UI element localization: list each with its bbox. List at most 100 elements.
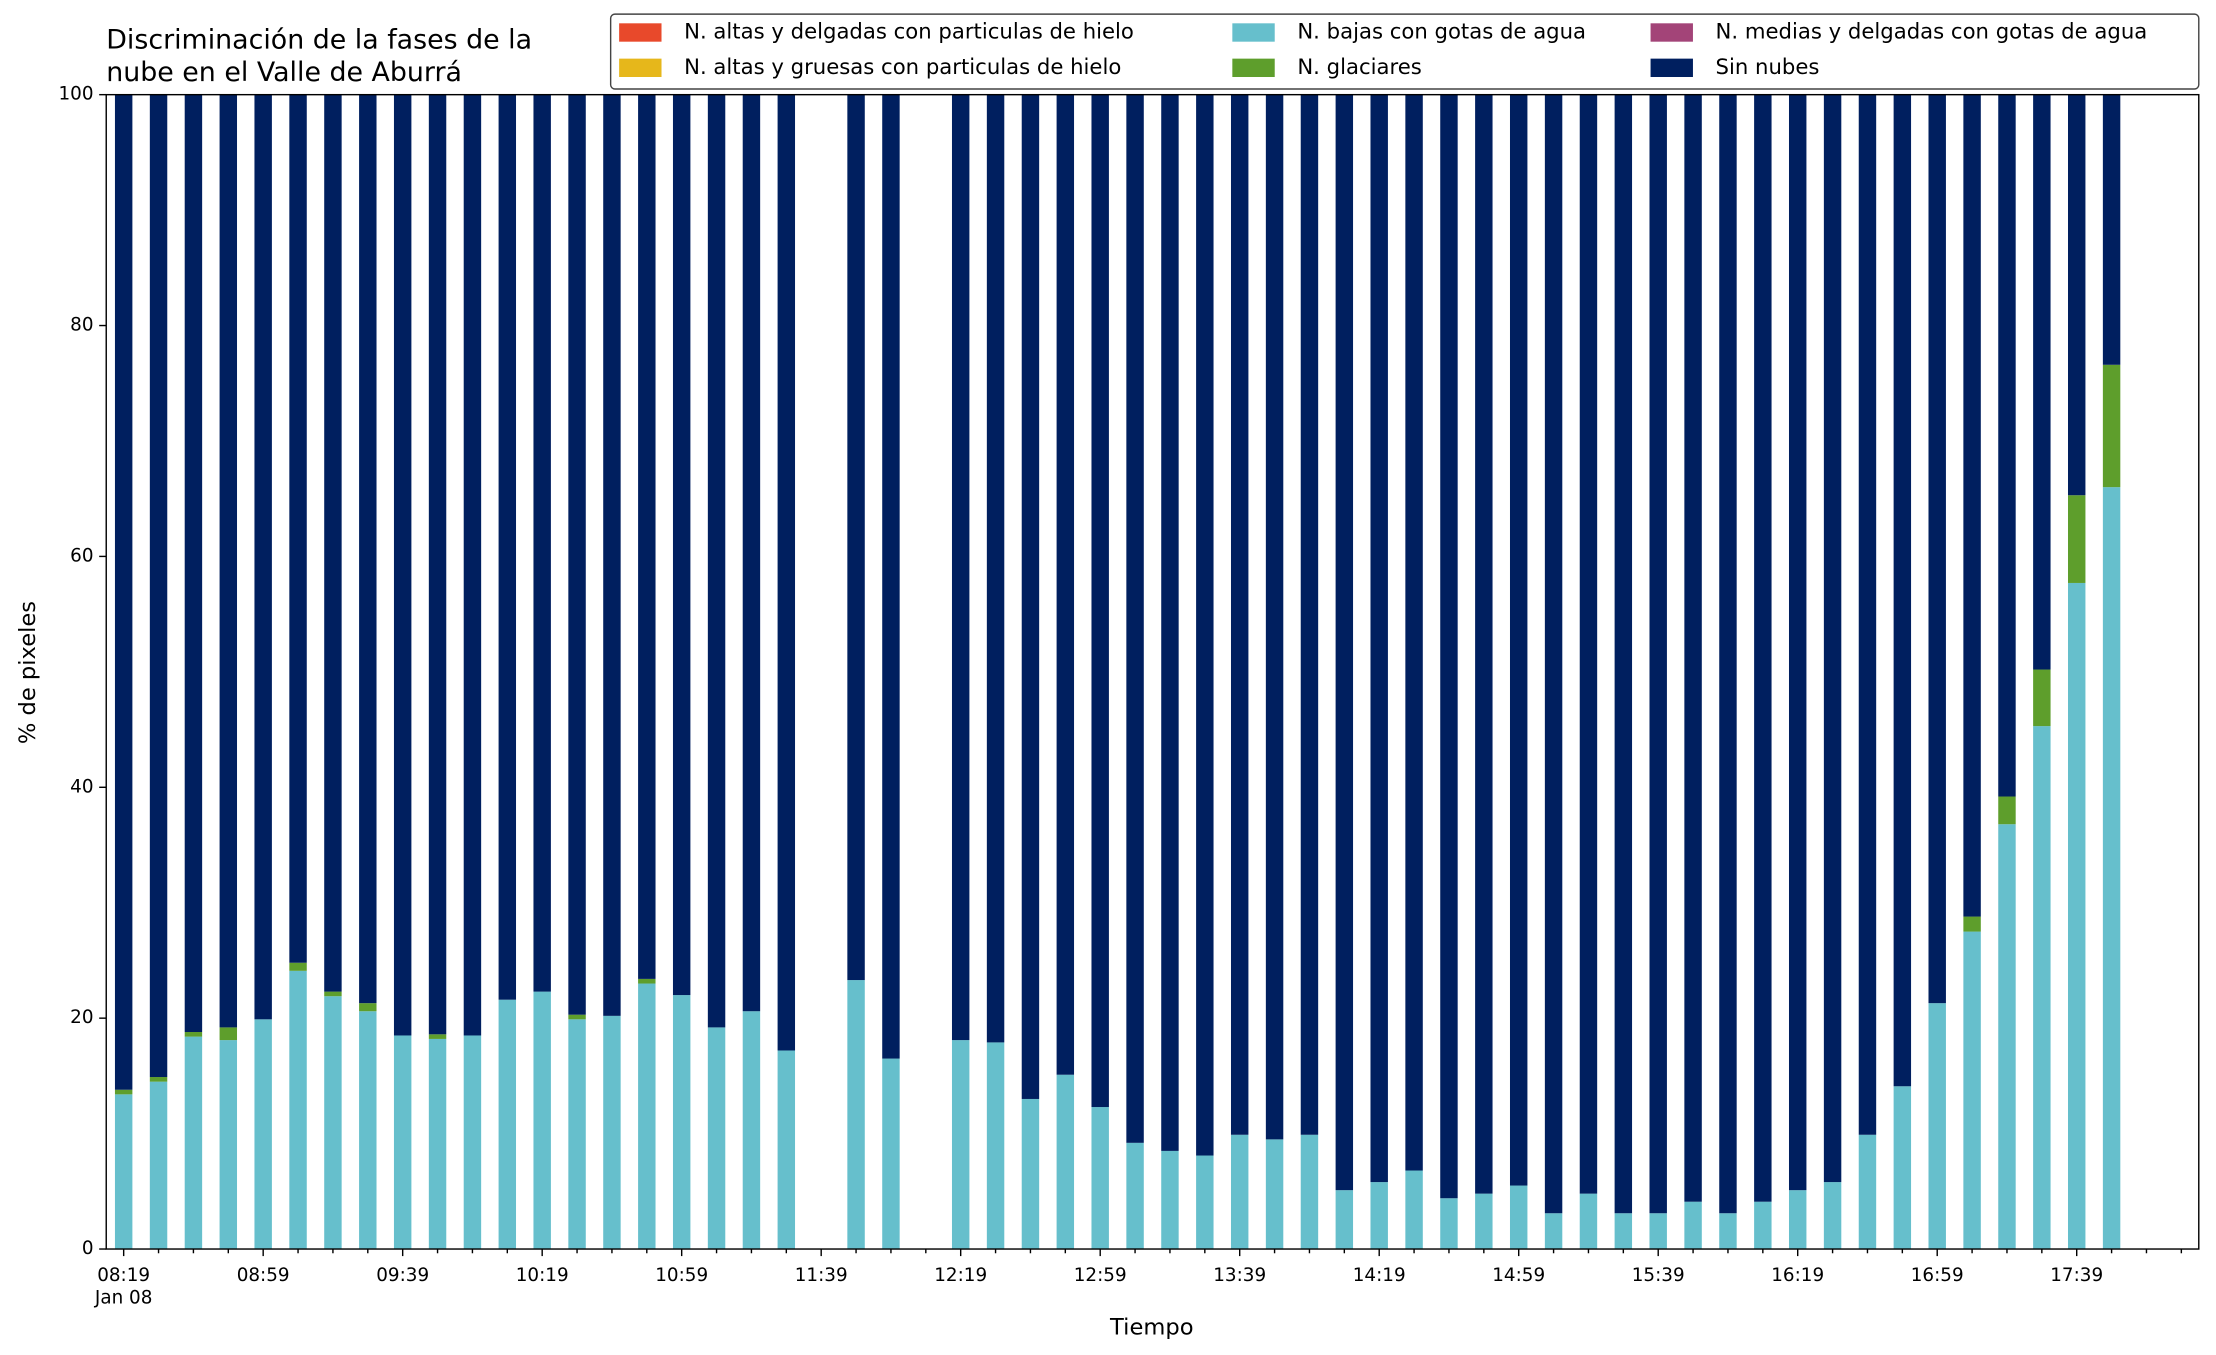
bar-segment (951, 94, 970, 1041)
bar-segment (184, 94, 203, 1033)
bar-segment (603, 1015, 621, 1250)
bar-segment (1579, 94, 1598, 1194)
legend-swatch (619, 58, 662, 78)
bar-segment (1684, 94, 1702, 1202)
bar-segment (1544, 1213, 1563, 1250)
plot-frame (105, 93, 2200, 1250)
bar-segment (1754, 1201, 1772, 1250)
bar-segment (1788, 1190, 1807, 1250)
legend-label: N. altas y gruesas con particulas de hie… (684, 54, 1121, 79)
y-tick-label: 20 (70, 1007, 93, 1028)
bar-segment (184, 1032, 203, 1037)
bar-segment (359, 1003, 377, 1012)
bar-segment (1021, 94, 1040, 1099)
bar-segment (777, 94, 796, 1051)
bar-segment (1056, 94, 1075, 1075)
x-tick-label: 10:59 (655, 1265, 708, 1286)
bar-segment (1963, 94, 1981, 917)
x-tick-label: 16:59 (1911, 1265, 1964, 1286)
bar-segment (1579, 1193, 1598, 1250)
bar-segment (1719, 1213, 1737, 1250)
bar-segment (1858, 1134, 1877, 1250)
x-tick-label: 10:19 (516, 1265, 569, 1286)
legend-box (609, 13, 2200, 90)
bar-segment (463, 1035, 482, 1250)
legend-label: N. altas y delgadas con particulas de hi… (684, 18, 1134, 43)
bar-segment (1056, 1074, 1075, 1250)
bar-segment (498, 94, 517, 1000)
bar-segment (1091, 94, 1109, 1108)
bar-segment (1754, 94, 1772, 1202)
bar-segment (1998, 796, 2016, 825)
bar-segment (359, 1011, 377, 1250)
bar-segment (1196, 1155, 1214, 1250)
bar-segment (1998, 824, 2016, 1250)
x-tick-label: 16:19 (1771, 1265, 1824, 1286)
bar-segment (219, 94, 238, 1028)
x-tick-sublabel: Jan 08 (94, 1287, 153, 1308)
bar-segment (1649, 94, 1667, 1214)
bar-segment (149, 1081, 168, 1250)
bar-segment (1928, 94, 1946, 1004)
y-tick-label: 0 (82, 1238, 94, 1259)
bar-segment (1719, 94, 1737, 1214)
bar-segment (568, 1019, 586, 1250)
bar-segment (463, 94, 482, 1036)
bar-segment (1928, 1003, 1946, 1250)
bar-segment (882, 94, 900, 1059)
bar-segment (1405, 94, 1423, 1171)
bar-segment (1335, 94, 1354, 1191)
bar-segment (603, 94, 621, 1016)
bar-segment (1091, 1107, 1109, 1250)
bar-segment (324, 991, 342, 997)
bar-segment (1265, 94, 1284, 1140)
bar-segment (289, 94, 307, 963)
bar-segment (638, 978, 656, 984)
bar-segment (1823, 94, 1842, 1183)
bar-segment (1893, 1086, 1912, 1250)
bar-segment (114, 1094, 133, 1250)
bar-segment (324, 94, 342, 992)
bar-segment (1265, 1139, 1284, 1250)
legend-swatch (1650, 58, 1693, 78)
bar-segment (2067, 582, 2086, 1250)
bar-segment (986, 94, 1005, 1043)
bar-segment (986, 1042, 1005, 1250)
bar-segment (498, 999, 517, 1250)
legend-swatch (1650, 23, 1693, 42)
legend-swatch (1232, 23, 1275, 42)
bar-segment (2102, 364, 2121, 488)
bar-segment (1509, 1185, 1528, 1250)
bar-segment (533, 991, 551, 1250)
bar-segment (1963, 931, 1981, 1250)
bar-segment (638, 94, 656, 979)
bar-segment (1440, 1198, 1458, 1250)
bar-segment (184, 1036, 203, 1250)
bar-segment (1544, 94, 1563, 1214)
bar-segment (254, 1019, 272, 1250)
y-axis-label: % de pixeles (15, 601, 41, 744)
y-tick-label: 40 (70, 776, 93, 797)
bar-segment (1126, 1142, 1144, 1250)
bar-segment (2033, 94, 2051, 670)
bar-segment (533, 94, 551, 992)
legend-swatch (1232, 58, 1275, 78)
bar-segment (1370, 1182, 1388, 1250)
bar-segment (1196, 94, 1214, 1156)
bar-segment (219, 1027, 238, 1041)
legend-swatch (619, 23, 662, 42)
bar-segment (1998, 94, 2016, 797)
bar-segment (1405, 1170, 1423, 1250)
legend-label: N. glaciares (1297, 54, 1421, 79)
bar-segment (672, 995, 691, 1250)
bar-segment (1300, 1134, 1319, 1250)
bar-segment (1021, 1098, 1040, 1250)
legend-label: Sin nubes (1716, 54, 1820, 79)
bar-segment (1161, 1150, 1179, 1250)
legend-label: N. bajas con gotas de agua (1297, 18, 1586, 43)
bar-segment (2067, 94, 2086, 496)
x-tick-label: 12:59 (1074, 1265, 1127, 1286)
x-tick-label: 17:39 (2050, 1265, 2103, 1286)
x-tick-label: 12:19 (934, 1265, 987, 1286)
